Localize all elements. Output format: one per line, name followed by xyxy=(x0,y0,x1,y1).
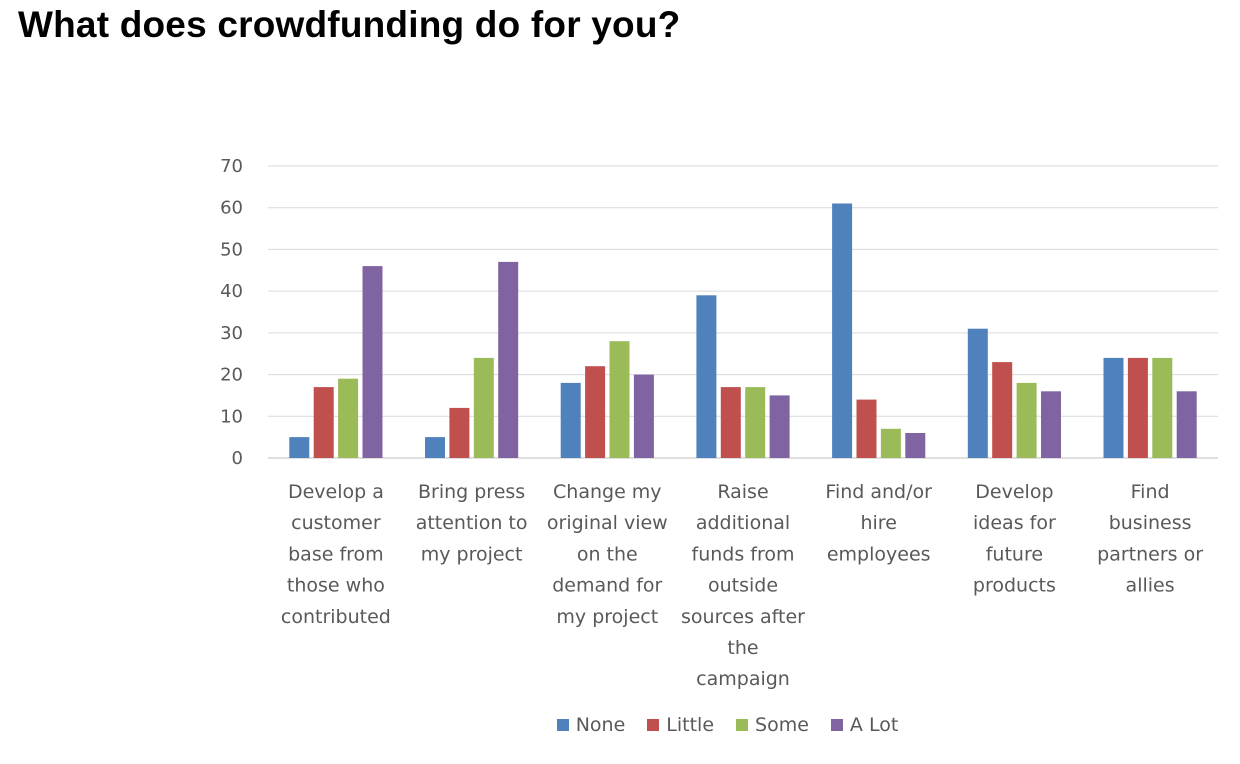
x-category-label: Develop ideas for future products xyxy=(973,481,1056,597)
x-category-label: Raise additional funds from outside sources … xyxy=(681,481,805,690)
x-category-label: Find and/or hire employees xyxy=(825,481,932,565)
bar-some xyxy=(609,341,630,458)
bar-some xyxy=(1016,382,1037,458)
gridlines xyxy=(268,165,1218,459)
bar-a-lot xyxy=(362,266,383,458)
bar-little xyxy=(992,362,1013,458)
x-category-label-line: original view xyxy=(547,512,668,534)
x-category-label-line: base from xyxy=(288,543,384,565)
legend-swatch xyxy=(830,719,843,731)
legend-item: Some xyxy=(736,714,809,736)
x-category-label-line: on the xyxy=(577,543,638,565)
x-category-label-line: those who xyxy=(287,575,385,597)
bar-a-lot xyxy=(769,395,790,458)
bar-little xyxy=(449,407,470,458)
x-category-label-line: funds from xyxy=(692,543,795,565)
bar-some xyxy=(880,428,901,458)
x-category-label-line: Raise xyxy=(717,481,768,503)
slide-title: What does crowdfunding do for you? xyxy=(18,4,681,45)
x-category-label-line: Find and/or xyxy=(825,481,932,503)
bar-a-lot xyxy=(498,261,519,458)
x-category-label-line: my project xyxy=(421,543,523,565)
x-category-label-line: future xyxy=(986,543,1043,565)
x-category-label: Change my original view on the demand for my… xyxy=(547,481,668,628)
y-tick-label: 70 xyxy=(220,156,243,177)
x-category-label-line: contributed xyxy=(281,606,391,628)
bar-little xyxy=(585,366,606,458)
x-category-label-line: Bring press xyxy=(418,481,525,503)
x-category-label-line: ideas for xyxy=(973,512,1056,534)
x-category-label-line: hire xyxy=(860,512,896,534)
y-tick-label: 50 xyxy=(220,239,243,260)
y-tick-label: 0 xyxy=(232,448,243,469)
bar-little xyxy=(856,399,877,458)
x-category-label-line: Develop a xyxy=(288,481,384,503)
x-category-label-line: Change my xyxy=(553,481,662,503)
bar-none xyxy=(832,203,853,458)
x-category-label-line: products xyxy=(973,575,1056,597)
x-category-label-line: employees xyxy=(827,543,931,565)
y-tick-label: 40 xyxy=(220,281,243,302)
bar-a-lot xyxy=(905,433,926,458)
x-category-label: Bring press attention to my project xyxy=(416,481,528,565)
legend-swatch xyxy=(647,719,660,731)
x-category-label-line: the xyxy=(727,637,758,659)
x-category-label-line: outside xyxy=(708,575,778,597)
bar-none xyxy=(967,328,988,458)
bar-little xyxy=(1127,357,1148,458)
bars xyxy=(289,203,1197,458)
y-tick-label: 30 xyxy=(220,323,243,344)
x-category-label-line: Develop xyxy=(975,481,1053,503)
y-tick-label: 10 xyxy=(220,406,243,427)
x-category-label-line: attention to xyxy=(416,512,528,534)
y-tick-label: 60 xyxy=(220,198,243,219)
x-category-label-line: campaign xyxy=(696,668,790,690)
bar-some xyxy=(745,387,766,458)
x-category-label: Develop a customer base from those who contr… xyxy=(281,481,391,628)
bar-some xyxy=(473,357,494,458)
x-category-label-line: demand for xyxy=(552,575,662,597)
x-category-label-line: allies xyxy=(1126,575,1175,597)
bar-little xyxy=(313,387,334,458)
bar-a-lot xyxy=(1041,391,1061,458)
bar-none xyxy=(560,382,581,458)
bar-none xyxy=(1103,357,1124,458)
x-category-label-line: customer xyxy=(291,512,381,534)
x-category-label-line: Find xyxy=(1131,481,1170,503)
legend-label: A Lot xyxy=(849,714,899,736)
x-axis-labels: Develop a customer base from those who contr… xyxy=(281,481,1203,690)
legend-label: None xyxy=(575,714,626,736)
bar-none xyxy=(696,295,717,458)
legend-label: Some xyxy=(755,714,809,736)
y-axis-ticks: 0 10 20 30 40 50 60 70 xyxy=(220,156,243,469)
y-tick-label: 20 xyxy=(220,365,243,386)
x-category-label-line: sources after xyxy=(681,606,805,628)
legend-item: A Lot xyxy=(830,714,899,736)
legend-item: Little xyxy=(647,714,714,736)
legend-label: Little xyxy=(666,714,715,736)
legend-swatch xyxy=(556,719,569,731)
x-category-label: Find business partners or allies xyxy=(1097,481,1203,597)
legend-swatch xyxy=(736,719,749,731)
x-category-label-line: partners or xyxy=(1097,543,1203,565)
chart-legend: None Little Some A Lot xyxy=(0,714,1240,736)
bar-a-lot xyxy=(633,374,654,458)
bar-a-lot xyxy=(1176,391,1197,458)
bar-some xyxy=(338,378,359,458)
bar-little xyxy=(720,387,741,458)
x-category-label-line: my project xyxy=(556,606,658,628)
bar-none xyxy=(425,437,445,458)
bar-none xyxy=(289,437,310,458)
bar-some xyxy=(1152,357,1173,458)
x-category-label-line: business xyxy=(1109,512,1192,534)
x-category-label-line: additional xyxy=(696,512,790,534)
legend-item: None xyxy=(556,714,626,736)
